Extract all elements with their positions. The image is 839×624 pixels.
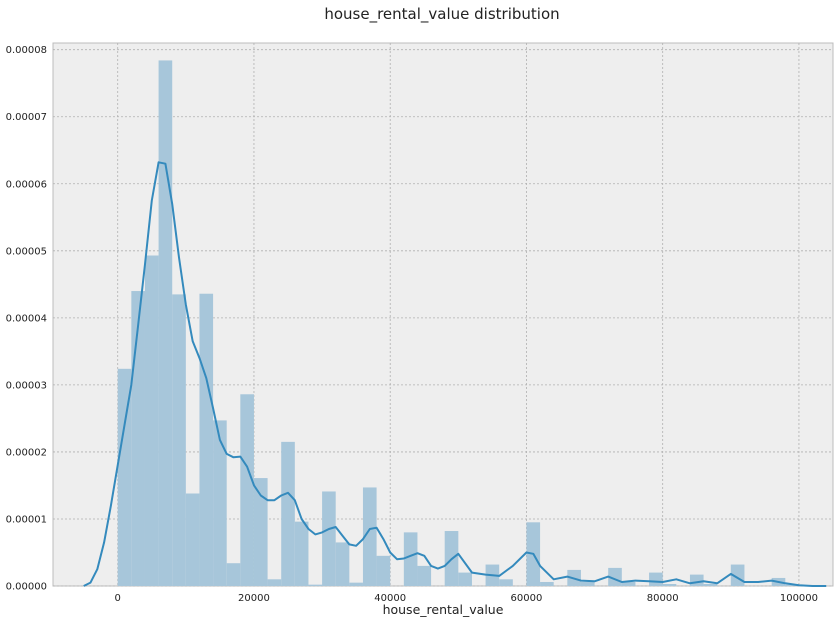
histogram-bar (117, 368, 132, 586)
histogram-bar (417, 565, 432, 586)
histogram-bar (308, 584, 323, 586)
x-axis-ticks: 0 20000 40000 60000 80000 100000 (115, 593, 819, 604)
histogram-bar (499, 579, 513, 586)
y-tick-label: 0.00007 (6, 112, 47, 123)
histogram-bar (158, 60, 173, 587)
y-axis-ticks: 0.00000 0.00001 0.00002 0.00003 0.00004 0.000… (6, 45, 47, 592)
x-tick-label: 60000 (511, 593, 543, 604)
histogram-bar (144, 255, 159, 587)
histogram-bar (226, 563, 241, 586)
histogram-bar (785, 584, 799, 586)
x-axis-label: house_rental_value (382, 602, 504, 617)
histogram-bar (267, 579, 282, 586)
y-tick-label: 0.00000 (6, 582, 47, 593)
x-tick-label: 40000 (374, 593, 406, 604)
histogram-bar (185, 493, 200, 586)
y-tick-label: 0.00005 (6, 246, 47, 257)
histogram-bar (540, 581, 554, 586)
histogram-bar (703, 583, 718, 586)
histogram-bar (662, 583, 677, 586)
x-tick-label: 100000 (780, 593, 818, 604)
kde-curve (83, 161, 827, 587)
histogram-bar (689, 574, 704, 586)
kde-line (83, 161, 827, 587)
histogram-bar (376, 555, 391, 586)
histogram-bar (403, 532, 418, 586)
histogram-bar (253, 478, 268, 586)
histogram-bar (199, 293, 214, 586)
histogram-bar (240, 394, 254, 586)
y-tick-label: 0.00008 (6, 45, 47, 56)
y-tick-label: 0.00006 (6, 179, 47, 190)
histogram-bar (649, 572, 663, 586)
histogram-bar (458, 572, 472, 586)
y-tick-label: 0.00003 (6, 380, 47, 391)
x-tick-label: 0 (115, 593, 121, 604)
histogram-bar (281, 441, 295, 586)
histogram-bar (294, 521, 309, 586)
histogram-bar (322, 491, 336, 586)
histogram-bar (172, 294, 186, 586)
histogram-bar (621, 581, 636, 586)
histogram-bar (335, 542, 350, 586)
histogram-bar (362, 487, 377, 586)
chart-title: house_rental_value distribution (324, 5, 560, 23)
x-tick-label: 80000 (647, 593, 679, 604)
y-tick-label: 0.00004 (6, 313, 47, 324)
y-tick-label: 0.00001 (6, 514, 47, 525)
histogram-bars (117, 60, 799, 587)
histogram-bar (349, 582, 363, 586)
histogram-bar (131, 291, 145, 586)
histogram-bar (213, 420, 227, 586)
x-tick-label: 20000 (238, 593, 270, 604)
y-tick-label: 0.00002 (6, 447, 47, 458)
histogram-bar (580, 581, 595, 586)
